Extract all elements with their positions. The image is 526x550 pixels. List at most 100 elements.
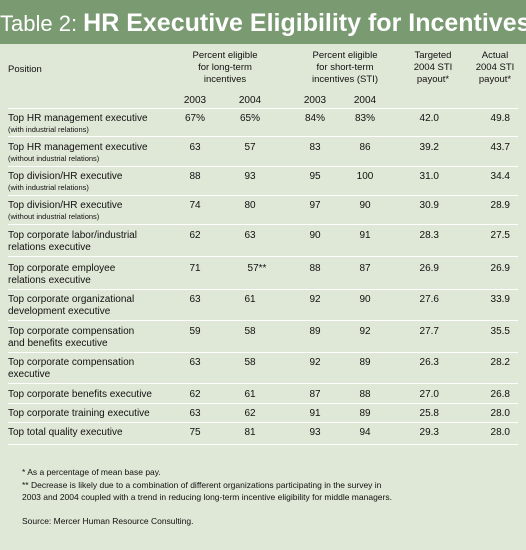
cell-targeted: 31.0 <box>419 171 439 182</box>
cell-lt-2004: 58 <box>244 357 256 368</box>
header-targeted-line3: payout* <box>416 74 450 85</box>
row-position: Top corporate compensation executive <box>8 357 193 381</box>
cell-lt-2003: 88 <box>189 171 201 182</box>
row-position: Top corporate training executive <box>8 408 193 420</box>
table-title: Table 2: HR Executive Eligibility for In… <box>0 8 526 39</box>
row-title: Top HR management executive <box>8 142 148 153</box>
row-title-line2: relations executive <box>8 242 91 253</box>
cell-actual: 28.0 <box>490 427 510 438</box>
header-short-term-line1: Percent eligible <box>312 50 378 61</box>
row-position: Top corporate benefits executive <box>8 389 193 401</box>
header-short-term-line2: for short-term <box>316 62 374 73</box>
row-title-line2: development executive <box>8 306 111 317</box>
row-position: Top corporate labor/industrial relations … <box>8 230 193 254</box>
header-actual-line2: 2004 STI <box>475 62 515 73</box>
row-divider <box>8 289 518 290</box>
year-st-2004: 2004 <box>353 95 377 106</box>
row-title-line2: and benefits executive <box>8 338 108 349</box>
cell-st-2003: 87 <box>309 389 321 400</box>
header-targeted-line1: Targeted <box>414 50 452 61</box>
cell-actual: 33.9 <box>490 294 510 305</box>
header-short-term: Percent eligible for short-term incentiv… <box>290 50 400 86</box>
row-title-line2: executive <box>8 369 51 380</box>
cell-targeted: 29.3 <box>419 427 439 438</box>
cell-st-2004: 86 <box>359 142 371 153</box>
cell-targeted: 25.8 <box>419 408 439 419</box>
cell-lt-2004: 62 <box>244 408 256 419</box>
row-divider <box>8 256 518 257</box>
cell-lt-2003: 63 <box>189 142 201 153</box>
cell-st-2004: 94 <box>359 427 371 438</box>
row-position: Top corporate organizational development … <box>8 294 193 318</box>
row-title: Top HR management executive <box>8 113 148 124</box>
cell-st-2003: 92 <box>309 294 321 305</box>
cell-st-2003: 93 <box>309 427 321 438</box>
cell-actual: 49.8 <box>490 113 510 124</box>
cell-lt-2004: 63 <box>244 230 256 241</box>
header-divider <box>8 108 518 109</box>
cell-targeted: 26.9 <box>419 263 439 274</box>
cell-st-2003: 92 <box>309 357 321 368</box>
row-divider <box>8 320 518 321</box>
cell-actual: 27.5 <box>490 230 510 241</box>
cell-st-2003: 95 <box>309 171 321 182</box>
row-position: Top total quality executive <box>8 427 193 439</box>
cell-st-2004: 90 <box>359 200 371 211</box>
row-position: Top HR management executive (with industr… <box>8 113 193 134</box>
cell-actual: 34.4 <box>490 171 510 182</box>
header-long-term-line1: Percent eligible <box>192 50 258 61</box>
cell-st-2004: 90 <box>359 294 371 305</box>
row-note: (without industrial relations) <box>8 212 100 221</box>
cell-st-2004: 91 <box>359 230 371 241</box>
row-divider <box>8 383 518 384</box>
row-divider <box>8 422 518 423</box>
row-divider <box>8 166 518 167</box>
row-title: Top total quality executive <box>8 427 123 438</box>
cell-lt-2003: 63 <box>189 408 201 419</box>
cell-st-2004: 89 <box>359 408 371 419</box>
cell-targeted: 27.0 <box>419 389 439 400</box>
row-position: Top division/HR executive (without indust… <box>8 200 193 221</box>
footnote-2-line2: 2003 and 2004 coupled with a trend in re… <box>22 492 392 502</box>
footnote-2-line1: ** Decrease is likely due to a combinati… <box>22 480 382 490</box>
row-title: Top corporate compensation <box>8 326 135 337</box>
row-note: (without industrial relations) <box>8 154 100 163</box>
cell-lt-2004: 65% <box>239 113 260 124</box>
cell-targeted: 27.6 <box>419 294 439 305</box>
header-position: Position <box>8 64 42 75</box>
row-divider <box>8 136 518 137</box>
row-note: (with industrial relations) <box>8 125 89 134</box>
cell-st-2004: 92 <box>359 326 371 337</box>
cell-targeted: 30.9 <box>419 200 439 211</box>
row-title: Top corporate labor/industrial <box>8 230 137 241</box>
cell-targeted: 39.2 <box>419 142 439 153</box>
cell-lt-2003: 63 <box>189 357 201 368</box>
source-note: Source: Mercer Human Resource Consulting… <box>22 516 194 526</box>
year-lt-2003: 2003 <box>183 95 207 106</box>
cell-actual: 28.9 <box>490 200 510 211</box>
cell-actual: 26.8 <box>490 389 510 400</box>
header-long-term: Percent eligible for long-term incentive… <box>165 50 285 86</box>
cell-actual: 43.7 <box>490 142 510 153</box>
cell-targeted: 26.3 <box>419 357 439 368</box>
cell-lt-2004: 61 <box>244 294 256 305</box>
row-title: Top corporate employee <box>8 263 116 274</box>
title-bar <box>0 0 526 44</box>
cell-st-2004: 100 <box>356 171 374 182</box>
row-position: Top corporate employee relations executiv… <box>8 263 193 287</box>
header-actual: Actual 2004 STI payout* <box>460 50 526 86</box>
cell-st-2003: 91 <box>309 408 321 419</box>
cell-st-2003: 88 <box>309 263 321 274</box>
row-divider <box>8 403 518 404</box>
cell-st-2004: 88 <box>359 389 371 400</box>
cell-lt-2003: 67% <box>184 113 205 124</box>
cell-lt-2004: 81 <box>244 427 256 438</box>
cell-actual: 28.0 <box>490 408 510 419</box>
cell-lt-2004: 80 <box>244 200 256 211</box>
header-actual-line3: payout* <box>478 74 512 85</box>
row-position: Top HR management executive (without indu… <box>8 142 193 163</box>
cell-lt-2004: 57** <box>247 263 267 274</box>
cell-actual: 35.5 <box>490 326 510 337</box>
row-position: Top division/HR executive (with industria… <box>8 171 193 192</box>
